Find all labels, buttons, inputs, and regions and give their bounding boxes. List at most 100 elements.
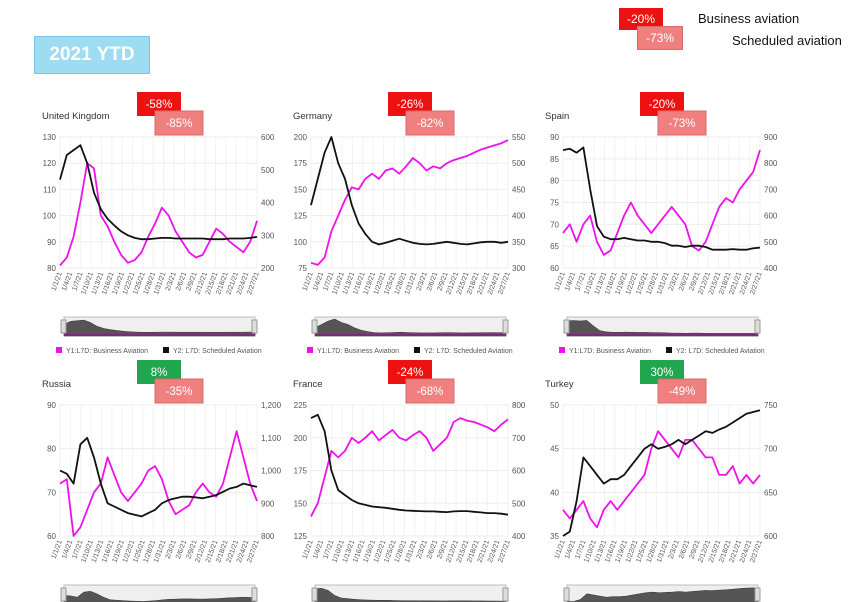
navigator-right-handle[interactable]: [502, 587, 509, 602]
y1-tick-label: 80: [47, 264, 56, 273]
y2-tick-label: 800: [261, 532, 275, 541]
series-line-business: [310, 417, 509, 517]
y1-tick-label: 200: [294, 434, 308, 443]
y2-tick-label: 650: [764, 488, 778, 497]
y2-tick-label: 1,200: [261, 401, 282, 410]
series-line-business: [59, 162, 258, 266]
y2-tick-label: 300: [261, 231, 275, 240]
legend-label-scheduled: Y2: L7D: Scheduled Aviation: [676, 348, 765, 355]
y1-tick-label: 70: [47, 488, 56, 497]
legend-swatch-business: [56, 347, 62, 353]
legend-label-business: Y1:L7D: Business Aviation: [317, 348, 399, 355]
legend-swatch-scheduled: [414, 347, 420, 353]
y2-tick-label: 450: [512, 185, 526, 194]
navigator-left-handle[interactable]: [563, 319, 570, 334]
y1-tick-label: 90: [47, 401, 56, 410]
scheduled-pct-text: -82%: [417, 118, 444, 130]
y2-tick-label: 400: [261, 199, 275, 208]
chart-germany: Germany 75 100 125 150 175 200 300 350 400 450 500 5…: [293, 92, 526, 355]
navigator-left-handle[interactable]: [563, 587, 570, 602]
y1-tick-label: 90: [550, 133, 559, 142]
y1-tick-label: 225: [294, 401, 308, 410]
plot-area: [59, 136, 258, 269]
y2-tick-label: 600: [764, 212, 778, 221]
chart-france: France1251501752002254005006007008001/1/…: [293, 360, 526, 602]
business-pct-text: 8%: [151, 367, 168, 379]
y2-tick-label: 550: [512, 133, 526, 142]
y1-tick-label: 70: [550, 220, 559, 229]
y2-tick-label: 600: [764, 532, 778, 541]
y1-tick-label: 65: [550, 242, 559, 251]
series-line-scheduled: [59, 436, 258, 518]
navigator-baseline: [567, 334, 758, 336]
legend-swatch-business: [559, 347, 565, 353]
navigator-area: [63, 591, 256, 602]
y1-tick-label: 85: [550, 155, 559, 164]
y1-tick-label: 175: [294, 467, 308, 476]
y2-tick-label: 1,000: [261, 467, 282, 476]
y2-tick-label: 800: [764, 159, 778, 168]
y2-tick-label: 800: [512, 401, 526, 410]
navigator-left-handle[interactable]: [60, 587, 67, 602]
y2-tick-label: 700: [512, 434, 526, 443]
y2-tick-label: 350: [512, 238, 526, 247]
y2-tick-label: 500: [512, 159, 526, 168]
legend-label-business: Y1:L7D: Business Aviation: [569, 348, 651, 355]
navigator-area: [314, 588, 507, 602]
navigator-area: [63, 319, 256, 337]
y2-tick-label: 500: [512, 499, 526, 508]
navigator-area: [566, 587, 759, 602]
scheduled-pct-badge: [657, 110, 707, 136]
navigator-left-handle[interactable]: [60, 319, 67, 334]
y2-tick-label: 400: [512, 212, 526, 221]
navigator-left-handle[interactable]: [311, 319, 318, 334]
scheduled-pct-badge: [154, 110, 204, 136]
plot-area: [59, 404, 258, 537]
y1-tick-label: 60: [47, 532, 56, 541]
chart-title: France: [293, 379, 323, 390]
legend-swatch-scheduled: [163, 347, 169, 353]
y1-tick-label: 50: [550, 401, 559, 410]
series-line-scheduled: [562, 146, 761, 251]
navigator-right-handle[interactable]: [502, 319, 509, 334]
legend-swatch-business: [307, 347, 313, 353]
navigator-right-handle[interactable]: [754, 587, 761, 602]
series-line-business: [59, 430, 258, 537]
legend-label-business: Y1:L7D: Business Aviation: [66, 348, 148, 355]
ytd-title: 2021 YTD: [34, 36, 150, 74]
y2-tick-label: 700: [764, 185, 778, 194]
y2-tick-label: 900: [261, 499, 275, 508]
business-pct-text: -20%: [649, 99, 676, 111]
scheduled-pct-badge: [405, 110, 455, 136]
scheduled-pct-badge: [657, 378, 707, 404]
business-pct-text: -24%: [397, 367, 424, 379]
chart-title: United Kingdom: [42, 111, 110, 122]
y1-tick-label: 75: [550, 199, 559, 208]
chart-turkey: Turkey354045506006507007501/1/211/4/211/…: [545, 360, 778, 602]
y1-tick-label: 90: [47, 238, 56, 247]
y1-tick-label: 125: [294, 532, 308, 541]
y1-tick-label: 125: [294, 212, 308, 221]
y1-tick-label: 75: [298, 264, 307, 273]
navigator-right-handle[interactable]: [754, 319, 761, 334]
y1-tick-label: 150: [294, 185, 308, 194]
scheduled-pct-text: -73%: [669, 118, 696, 130]
business-pct-text: -26%: [397, 99, 424, 111]
business-pct-text: -58%: [146, 99, 173, 111]
navigator-right-handle[interactable]: [251, 587, 258, 602]
y2-tick-label: 400: [512, 532, 526, 541]
y2-tick-label: 600: [261, 133, 275, 142]
y1-tick-label: 120: [43, 159, 57, 168]
scheduled-pct-badge: [405, 378, 455, 404]
plot-area: [310, 136, 509, 269]
y2-tick-label: 600: [512, 467, 526, 476]
y1-tick-label: 150: [294, 499, 308, 508]
series-line-business: [562, 149, 761, 256]
y1-tick-label: 175: [294, 159, 308, 168]
navigator-right-handle[interactable]: [251, 319, 258, 334]
chart-united-kingdom: United Kingdom 80 90 100 110 120 130 200 300 400 5…: [42, 92, 275, 355]
navigator-area: [314, 318, 507, 337]
y1-tick-label: 130: [43, 133, 57, 142]
navigator-left-handle[interactable]: [311, 587, 318, 602]
chart-title: Russia: [42, 379, 72, 390]
